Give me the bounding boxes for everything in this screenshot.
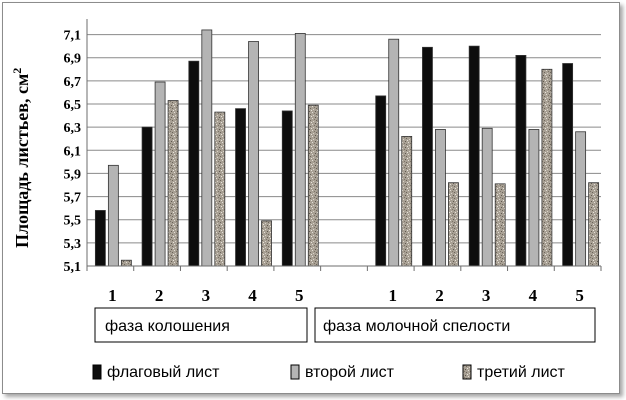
x-tick-label: 5	[295, 286, 304, 305]
legend-swatch-second-leaf	[290, 364, 300, 380]
bar-series-1-cat-2	[141, 126, 153, 267]
bar-series-3-cat-5	[307, 104, 319, 267]
bar-series-2-cat-8	[435, 129, 446, 267]
y-tick-label: 5,1	[64, 260, 82, 275]
bar-series-3-cat-10	[541, 68, 553, 267]
phase-box-milky: фаза молочной спелости	[314, 307, 596, 343]
y-tick-label: 5,9	[64, 167, 82, 182]
bar-series-3-cat-8	[448, 182, 459, 267]
bar-series-1-cat-9	[468, 45, 480, 267]
y-tick-label: 6,3	[64, 121, 82, 136]
legend-label-flag-leaf: флаговый лист	[107, 364, 220, 381]
bar-series-3-cat-3	[214, 111, 226, 267]
legend-label-second-leaf: второй лист	[305, 364, 395, 381]
x-tick-label: 1	[108, 286, 117, 305]
bar-series-1-cat-7	[375, 95, 387, 267]
y-tick-label: 6,7	[64, 75, 82, 90]
x-tick-label: 2	[155, 286, 164, 305]
y-tick-labels: 5,1 5,3 5,5 5,7 5,9 6,1 6,3 6,5 6,7 6,9 7,1	[64, 29, 82, 275]
x-tick-label: 5	[575, 286, 584, 305]
legend-label-third-leaf: третий лист	[477, 364, 566, 381]
bar-series-2-cat-11	[575, 131, 587, 267]
bar-series-2-cat-4	[248, 41, 259, 267]
x-tick-label: 4	[529, 286, 538, 305]
bar-series-2-cat-5	[294, 33, 306, 267]
bar-series-1-cat-4	[235, 108, 246, 267]
bars	[94, 29, 600, 267]
bar-series-2-cat-1	[107, 164, 119, 267]
legend-swatch-flag-leaf	[92, 364, 102, 380]
x-tick-label: 3	[482, 286, 491, 305]
phase-label-milky: фаза молочной спелости	[323, 318, 510, 335]
axes	[86, 19, 602, 271]
x-tick-label: 3	[202, 286, 211, 305]
y-axis-label: Площадь листьев, см2	[10, 68, 32, 248]
x-tick-label: 1	[388, 286, 397, 305]
bar-series-2-cat-7	[388, 38, 400, 267]
category-labels: 1 2 3 4 5 1 2 3 4 5	[108, 286, 584, 305]
phase-label-heading: фаза колошения	[105, 318, 230, 335]
x-tick-label: 4	[248, 286, 257, 305]
bar-series-2-cat-9	[481, 127, 493, 267]
bar-series-3-cat-4	[261, 220, 272, 267]
y-tick-label: 6,5	[64, 98, 82, 113]
y-tick-label: 5,5	[64, 214, 82, 229]
bar-series-1-cat-5	[281, 110, 293, 267]
bar-series-1-cat-10	[515, 55, 527, 267]
y-tick-label: 6,1	[64, 144, 82, 159]
bar-series-2-cat-2	[154, 81, 166, 267]
phase-box-heading: фаза колошения	[94, 307, 308, 343]
bar-series-3-cat-2	[167, 100, 179, 267]
bar-series-2-cat-10	[528, 129, 540, 267]
bar-series-1-cat-1	[94, 210, 106, 267]
y-tick-label: 5,3	[64, 237, 82, 252]
bar-series-3-cat-11	[588, 182, 600, 267]
x-tick-label: 2	[435, 286, 444, 305]
legend: флаговый лист второй лист третий лист	[92, 364, 566, 381]
bar-series-3-cat-9	[494, 183, 506, 267]
bar-series-1-cat-8	[422, 46, 433, 267]
bar-series-3-cat-1	[120, 259, 132, 267]
bar-series-2-cat-3	[201, 29, 213, 267]
y-tick-label: 5,7	[64, 191, 82, 206]
y-tick-label: 6,9	[64, 52, 82, 67]
bar-series-1-cat-3	[188, 60, 200, 267]
bar-series-1-cat-11	[562, 63, 574, 267]
legend-swatch-third-leaf	[462, 364, 472, 380]
bar-series-3-cat-7	[401, 135, 413, 267]
y-tick-label: 7,1	[64, 29, 82, 44]
